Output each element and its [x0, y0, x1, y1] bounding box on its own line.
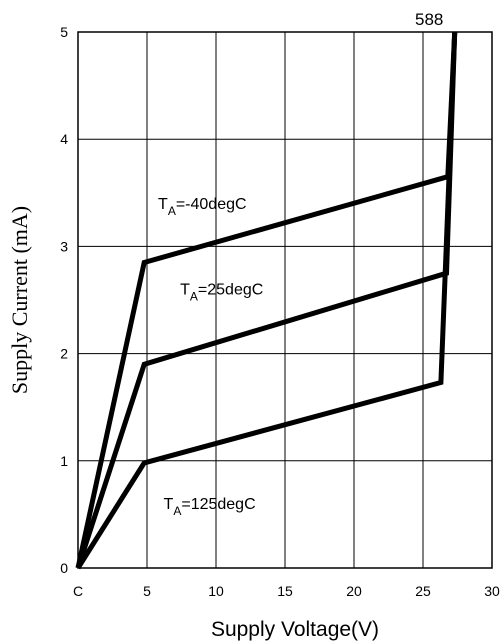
x-tick-label-6: 30	[484, 583, 500, 599]
y-tick-label-1: 1	[60, 453, 68, 469]
series-label-2: TA=125degC	[164, 496, 256, 518]
series-line-0	[78, 32, 455, 568]
annotation-text: 588	[415, 10, 443, 29]
series-label-1: TA=25degC	[180, 282, 263, 304]
x-tick-label-3: 15	[277, 583, 293, 599]
y-tick-label-4: 4	[60, 131, 68, 147]
y-tick-labels: 0 1 2 3 4 5	[60, 24, 68, 576]
series-lines	[78, 32, 455, 568]
x-tick-label-0: C	[73, 583, 83, 599]
grid	[78, 32, 492, 568]
x-tick-labels: C 5 10 15 20 25 30	[73, 583, 500, 599]
x-tick-label-2: 10	[208, 583, 224, 599]
y-axis-label: Supply Current (mA)	[7, 206, 32, 394]
x-tick-label-5: 25	[415, 583, 431, 599]
y-tick-label-2: 2	[60, 346, 68, 362]
y-tick-label-3: 3	[60, 238, 68, 254]
y-tick-label-0: 0	[60, 560, 68, 576]
x-axis-label: Supply Voltage(V)	[211, 618, 379, 641]
x-tick-label-4: 20	[346, 583, 362, 599]
x-tick-label-1: 5	[143, 583, 151, 599]
y-tick-label-5: 5	[60, 24, 68, 40]
series-label-0: TA=-40degC	[158, 196, 247, 218]
